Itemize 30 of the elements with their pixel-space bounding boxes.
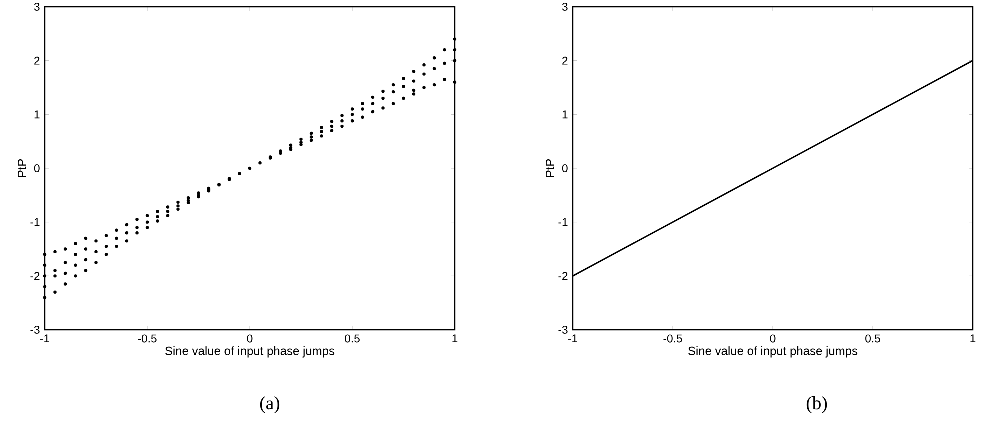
x-tick-label: 0.5 xyxy=(345,334,360,343)
y-tick-label: -2 xyxy=(558,272,568,280)
y-tick-label: 3 xyxy=(562,2,568,12)
y-tick-label: -3 xyxy=(30,326,40,334)
text: (a) xyxy=(260,396,280,414)
text: (b) xyxy=(806,396,828,414)
y-tick-label: 1 xyxy=(34,110,40,119)
y-tick-label: 3 xyxy=(34,2,40,12)
y-tick-label: 2 xyxy=(34,56,40,65)
y-tick-label: 0 xyxy=(34,164,40,173)
y-tick-label: -2 xyxy=(30,272,40,280)
x-tick-label: -0.5 xyxy=(138,334,157,343)
x-tick-label: 0 xyxy=(770,334,776,343)
y-axis-title: PtP xyxy=(18,159,26,178)
y-tick-label: 0 xyxy=(562,164,568,173)
x-tick-label: 1 xyxy=(970,334,976,343)
x-tick-label: -1 xyxy=(40,334,50,343)
y-tick-label: -1 xyxy=(558,218,568,226)
y-tick-label: 2 xyxy=(562,56,568,65)
y-tick-label: -3 xyxy=(558,326,568,334)
x-tick-label: 0.5 xyxy=(866,334,880,343)
x-axis-title: Sine value of input phase jumps xyxy=(688,346,858,358)
x-tick-label: -1 xyxy=(568,334,578,343)
y-tick-label: -1 xyxy=(30,218,40,226)
y-axis-title: PtP xyxy=(546,159,554,178)
x-axis-title: Sine value of input phase jumps xyxy=(165,346,335,358)
x-tick-label: 1 xyxy=(452,334,458,343)
y-tick-label: 1 xyxy=(562,110,568,119)
x-tick-label: 0 xyxy=(247,334,253,343)
x-tick-label: -0.5 xyxy=(664,334,682,343)
